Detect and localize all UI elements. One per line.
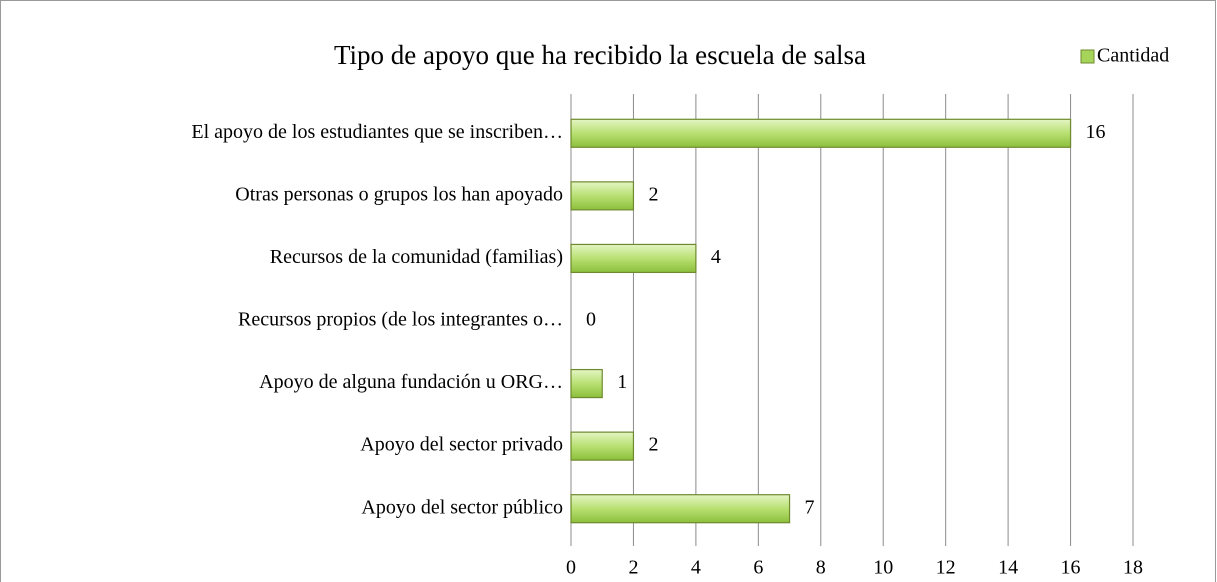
y-tick-label: Recursos de la comunidad (familias) <box>270 246 563 268</box>
legend-swatch <box>1080 49 1095 64</box>
value-label: 0 <box>586 309 596 331</box>
value-label: 2 <box>648 183 658 205</box>
value-label: 16 <box>1086 121 1106 143</box>
x-tick-label: 8 <box>816 557 826 579</box>
x-tick-label: 0 <box>566 557 576 579</box>
value-label: 4 <box>711 246 721 268</box>
y-tick-label: El apoyo de los estudiantes que se inscr… <box>191 121 563 143</box>
x-tick-label: 4 <box>691 557 701 579</box>
value-label: 1 <box>617 371 627 393</box>
x-tick-label: 10 <box>873 557 893 579</box>
legend-label: Cantidad <box>1097 45 1169 67</box>
bar <box>570 494 791 524</box>
x-tick-label: 14 <box>998 557 1018 579</box>
bar <box>570 118 1072 148</box>
x-tick-label: 6 <box>753 557 763 579</box>
y-tick-label: Apoyo del sector privado <box>360 434 563 456</box>
bar <box>570 368 603 399</box>
x-tick-label: 16 <box>1061 557 1081 579</box>
value-label: 7 <box>805 496 815 518</box>
bar <box>570 243 697 274</box>
value-label: 2 <box>648 434 658 456</box>
x-tick-label: 18 <box>1123 557 1143 579</box>
y-tick-label: Otras personas o grupos los han apoyado <box>235 183 563 205</box>
x-tick-label: 12 <box>936 557 956 579</box>
bar <box>570 431 635 461</box>
y-tick-label: Apoyo del sector público <box>361 496 563 518</box>
y-tick-label: Apoyo de alguna fundación u ORG… <box>259 371 563 393</box>
y-tick-label: Recursos propios (de los integrantes o… <box>238 309 563 331</box>
chart-title: Tipo de apoyo que ha recibido la escuela… <box>334 40 866 70</box>
x-tick-label: 2 <box>628 557 638 579</box>
bar <box>570 181 635 211</box>
